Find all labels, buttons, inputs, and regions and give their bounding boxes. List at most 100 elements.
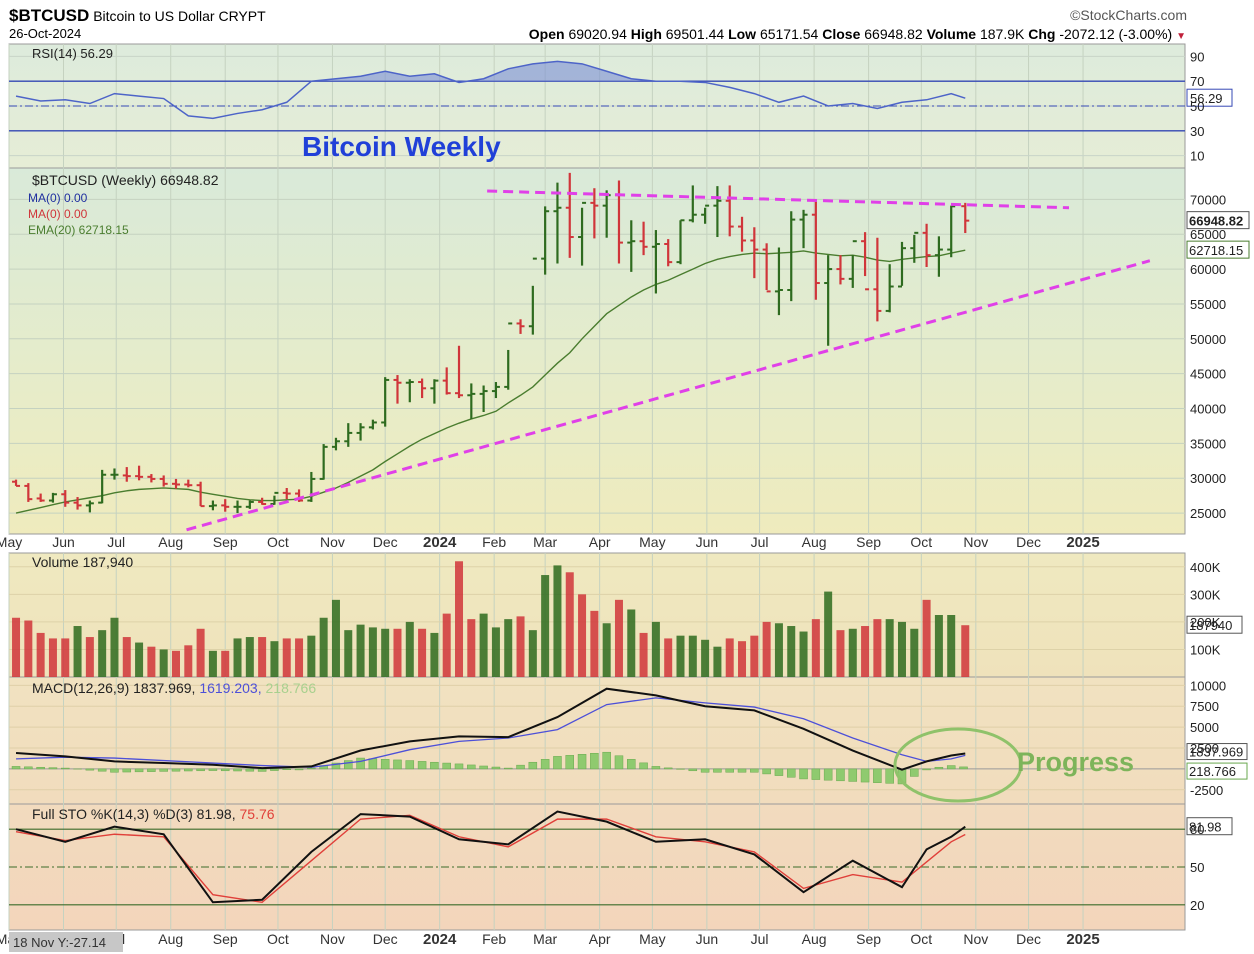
ohlc-bar: [418, 378, 427, 399]
volume-bar: [282, 638, 291, 677]
macd-histogram-bar: [540, 759, 550, 770]
macd-hist-current-label: 218.766: [1189, 764, 1236, 779]
volume-bar: [455, 561, 464, 677]
volume-bar: [553, 565, 562, 677]
ohlc-bar: [861, 232, 870, 291]
volume-bar: [910, 628, 919, 677]
volume-bar: [725, 638, 734, 677]
macd-histogram-bar: [811, 768, 821, 780]
ohlc-bar: [85, 500, 94, 513]
ohlc-bar: [627, 220, 636, 272]
volume-bar: [356, 624, 365, 677]
ohlc-bar: [159, 475, 168, 487]
price-tick-label: 60000: [1190, 262, 1226, 277]
volume-bar: [233, 638, 242, 677]
ohlc-bar: [455, 345, 464, 399]
price-month-label: Apr: [589, 534, 611, 550]
volume-bar: [713, 646, 722, 677]
macd-histogram-bar: [208, 768, 218, 771]
price-month-label: Aug: [802, 534, 827, 550]
macd-histogram-bar: [48, 767, 58, 770]
macd-histogram-bar: [393, 759, 402, 770]
volume-bar: [196, 628, 205, 677]
volume-bar: [307, 635, 316, 677]
sto-month-label: 2024: [423, 931, 457, 948]
high-value: 69501.44: [665, 26, 725, 42]
ohlc-bar: [836, 255, 845, 285]
price-month-label: 2024: [423, 534, 457, 551]
price-month-label: Jul: [751, 534, 769, 550]
volume-bar: [836, 630, 845, 677]
macd-histogram-bar: [688, 768, 698, 772]
volume-tick-label: 300K: [1190, 587, 1221, 602]
macd-histogram-bar: [122, 768, 132, 773]
volume-bar: [135, 642, 144, 677]
macd-histogram-bar: [799, 768, 808, 780]
price-legend-ema: EMA(20) 62718.15: [28, 223, 129, 237]
ema-line: [15, 249, 966, 514]
sto-month-label: Sep: [856, 931, 881, 947]
volume-bar: [110, 617, 119, 677]
price-month-label: Aug: [158, 534, 183, 550]
macd-histogram-bar: [171, 768, 181, 772]
macd-histogram-bar: [270, 768, 279, 771]
price-tick-label: 35000: [1190, 436, 1226, 451]
price-tick-label: 40000: [1190, 402, 1226, 417]
volume-value: 187.9K: [979, 26, 1025, 42]
volume-bar: [368, 627, 377, 677]
macd-histogram-bar: [627, 759, 636, 770]
volume-bar: [479, 613, 488, 677]
volume-bar: [873, 619, 882, 677]
volume-bar: [344, 630, 353, 677]
macd-histogram-bar: [61, 767, 70, 770]
ohlc-bar: [442, 367, 451, 395]
volume-bar: [393, 628, 402, 677]
symbol: $BTCUSD: [9, 6, 90, 25]
macd-histogram-bar: [220, 768, 230, 772]
sto-legend-k: Full STO %K(14,3) %D(3) 81.98,: [32, 806, 236, 822]
macd-histogram-bar: [380, 759, 390, 770]
macd-histogram-bar: [651, 766, 661, 770]
macd-histogram-bar: [577, 754, 587, 770]
macd-histogram-bar: [750, 768, 759, 773]
macd-histogram-bar: [442, 762, 451, 770]
volume-bar: [762, 621, 771, 677]
macd-histogram-bar: [860, 768, 870, 783]
volume-bar: [467, 619, 476, 677]
macd-histogram-bar: [700, 768, 710, 773]
price-tick-label: 25000: [1190, 506, 1226, 521]
macd-legend: MACD(12,26,9) 1837.969, 1619.203, 218.76…: [32, 680, 316, 696]
ohlc-bar: [799, 209, 808, 249]
price-month-label: May: [0, 534, 22, 550]
brand-text: StockCharts.com: [1080, 7, 1187, 23]
macd-histogram-bar: [356, 757, 365, 770]
macd-tick-label: 7500: [1190, 699, 1219, 714]
price-month-label: Mar: [533, 534, 557, 550]
volume-bar: [590, 610, 599, 677]
open-value: 69020.94: [568, 26, 627, 42]
macd-histogram-bar: [368, 758, 378, 770]
asset-type: CRYPT: [218, 8, 266, 24]
macd-histogram-bar: [774, 768, 784, 776]
volume-tick-label: 100K: [1190, 642, 1221, 657]
volume-bar: [12, 617, 21, 677]
macd-legend-signal: 1619.203,: [199, 680, 261, 696]
ohlc-bar: [934, 236, 943, 277]
macd-histogram-bar: [553, 756, 562, 770]
volume-bar: [811, 619, 820, 677]
sto-k-line: [15, 810, 966, 904]
volume-bar: [61, 638, 70, 677]
brand-logo[interactable]: ©StockCharts.com: [1070, 7, 1187, 23]
ohlc-bar: [467, 383, 476, 419]
volume-bar: [331, 599, 340, 677]
macd-histogram-bar: [454, 763, 464, 770]
close-current-box: [1186, 211, 1250, 230]
ohlc-bar: [208, 500, 217, 511]
price-month-label: Nov: [963, 534, 988, 550]
sto-month-label: Jul: [751, 931, 769, 947]
macd-histogram-bar: [885, 768, 894, 784]
price-month-label: Jun: [696, 534, 719, 550]
annotation-progress: Progress: [1017, 747, 1134, 777]
ohlc-bar: [319, 444, 328, 480]
